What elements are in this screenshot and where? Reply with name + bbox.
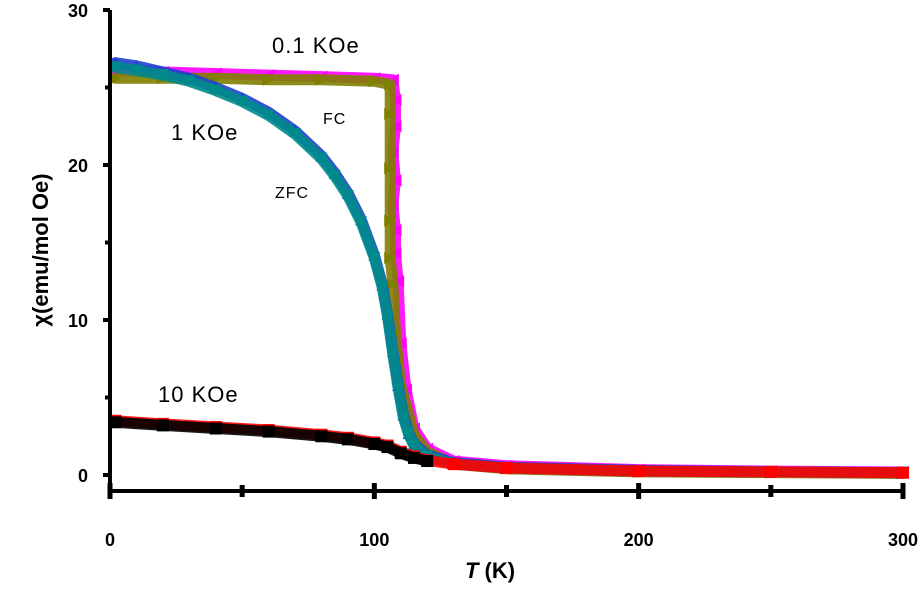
x-axis-title-unit: (K) <box>478 558 515 583</box>
y-tick-label: 10 <box>68 311 88 331</box>
x-axis-title: T (K) <box>465 558 515 583</box>
annotation-field-10-koe: 10 KOe <box>158 382 239 407</box>
data-point <box>897 466 909 479</box>
x-tick-label: 200 <box>624 530 654 550</box>
series-5 <box>109 416 434 468</box>
y-tick-label: 30 <box>68 1 88 21</box>
data-point <box>447 458 460 471</box>
y-tick-label: 20 <box>68 156 88 176</box>
data-point <box>183 75 196 88</box>
data-point <box>632 465 645 478</box>
data-point <box>384 162 397 175</box>
data-point <box>315 152 328 165</box>
annotation-fc: FC <box>323 111 346 128</box>
data-point <box>368 75 381 88</box>
data-point <box>384 107 397 120</box>
data-point <box>341 433 354 446</box>
data-point <box>397 411 410 424</box>
axes-layer: 0 100 200 300 0 10 20 30 <box>68 1 918 550</box>
data-point <box>341 190 354 202</box>
x-tick-label: 300 <box>888 530 918 550</box>
y-tick-label: 0 <box>78 466 88 486</box>
data-point <box>376 281 389 294</box>
data-point <box>109 72 122 85</box>
x-tick-label: 0 <box>105 530 115 550</box>
data-point <box>315 73 328 86</box>
data-point <box>384 214 397 227</box>
data-point <box>384 78 397 91</box>
data-point <box>130 64 143 77</box>
x-axis-title-symbol: T <box>465 558 480 583</box>
data-point <box>381 310 394 323</box>
data-point <box>386 348 399 361</box>
annotation-zfc: ZFC <box>275 185 309 202</box>
data-point <box>156 419 169 432</box>
data-point <box>328 169 341 182</box>
data-point <box>109 61 122 74</box>
data-point <box>236 95 249 108</box>
data-point <box>368 252 381 264</box>
data-point <box>262 109 275 122</box>
data-point <box>402 428 415 441</box>
annotation-field-0-1-koe: 0.1 KOe <box>272 33 360 58</box>
data-point <box>384 252 397 264</box>
data-point <box>209 84 222 97</box>
data-point <box>392 275 405 288</box>
series-layer <box>109 56 909 480</box>
y-axis-title: χ(emu/mol Oe) <box>28 173 53 326</box>
annotation-field-1-koe: 1 KOe <box>171 120 238 145</box>
data-point <box>262 73 275 86</box>
data-point <box>156 69 169 82</box>
data-point <box>289 128 302 140</box>
data-point <box>764 465 777 478</box>
data-point <box>355 216 368 229</box>
data-point <box>421 455 434 468</box>
data-point <box>407 451 420 464</box>
data-point <box>109 416 122 429</box>
data-point <box>368 438 381 450</box>
data-point <box>209 422 222 435</box>
data-point <box>315 430 328 443</box>
data-point <box>407 439 420 452</box>
data-point <box>500 462 513 475</box>
data-point <box>386 278 399 291</box>
labels-layer: 0.1 KOe 1 KOe 10 KOe FC ZFC χ(emu/mol Oe… <box>28 33 515 583</box>
x-tick-label: 100 <box>359 530 389 550</box>
data-point <box>392 382 405 395</box>
data-point <box>381 441 394 454</box>
data-point <box>262 425 275 438</box>
data-point <box>394 447 407 460</box>
